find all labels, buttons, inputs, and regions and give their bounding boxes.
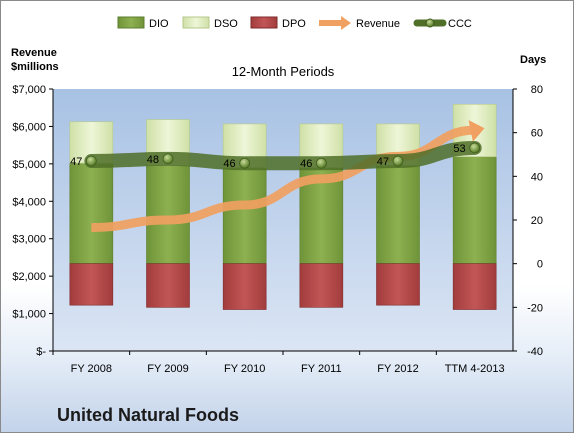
ccc-data-label: 47 [377,156,389,168]
dpo-bar [299,263,344,308]
legend-dot [425,18,435,28]
x-tick-label: TTM 4-2013 [445,363,505,375]
ccc-point [469,142,481,154]
right-tick-label: 40 [531,171,543,183]
ccc-point [239,157,251,169]
right-tick-label: 60 [531,128,543,140]
x-tick-label: FY 2009 [147,363,188,375]
legend-swatch [182,16,210,29]
chart-title: 12-Month Periods [232,64,335,79]
ccc-point [85,155,97,167]
x-tick-label: FY 2011 [301,363,342,375]
x-tick-label: FY 2008 [71,363,112,375]
left-tick-label: $5,000 [12,159,46,171]
left-tick-label: $1,000 [12,309,46,321]
legend-arrowhead [341,16,351,30]
legend-item: CCC [413,18,472,30]
legend-label: DPO [282,18,306,30]
right-tick-label: -20 [527,302,543,314]
left-tick-label: $2,000 [12,271,46,283]
left-axis-label-line1: Revenue [11,47,57,59]
ccc-point [162,153,174,165]
dio-bar [376,165,420,264]
dpo-bar [376,263,420,306]
lines-group: 47 48 46 46 47 53 [70,120,485,232]
left-tick-label: $6,000 [12,121,46,133]
left-tick-label: $- [36,346,46,358]
right-axis-label: Days [520,54,546,66]
ccc-data-label: 53 [453,143,465,155]
left-tick-label: $4,000 [12,196,46,208]
legend: DIO DSO DPO Revenue CCC [117,16,472,30]
legend-item: DIO [117,16,169,30]
ticks-group: $- $1,000 $2,000 $3,000 $4,000 $5,000 $6,000 $7… [12,84,543,375]
plot-area [53,89,513,351]
ccc-point [315,157,327,169]
legend-label: DIO [149,18,169,30]
dio-bar [69,162,114,264]
right-tick-label: 20 [531,215,543,227]
dio-bar [222,167,267,264]
ccc-line [84,140,482,171]
revenue-arrowhead [468,120,485,142]
dpo-bar [69,263,114,306]
legend-item: DSO [182,16,238,30]
right-tick-label: -40 [527,346,543,358]
right-tick-label: 0 [537,259,543,271]
ccc-data-label: 46 [300,158,312,170]
dio-bar [452,156,497,264]
dpo-bar [146,263,190,308]
ccc-point [392,155,404,167]
ccc-data-label: 46 [223,158,235,170]
x-tick-label: FY 2012 [377,363,418,375]
legend-item: Revenue [319,16,400,30]
right-tick-label: 80 [531,84,543,96]
dpo-bar [222,263,267,310]
company-name: United Natural Foods [57,405,240,425]
legend-label: DSO [214,18,238,30]
left-tick-label: $7,000 [12,84,46,96]
dpo-bar [452,263,497,310]
ccc-data-label: 47 [70,156,82,168]
legend-label: CCC [448,18,472,30]
ccc-data-label: 48 [147,154,159,166]
left-tick-label: $3,000 [12,234,46,246]
legend-label: Revenue [356,18,400,30]
x-tick-label: FY 2010 [224,363,265,375]
legend-swatch [250,16,278,29]
legend-item: DPO [250,16,306,30]
dio-bar [146,165,190,264]
left-axis-label-line2: $millions [11,61,59,73]
legend-swatch [117,16,145,29]
